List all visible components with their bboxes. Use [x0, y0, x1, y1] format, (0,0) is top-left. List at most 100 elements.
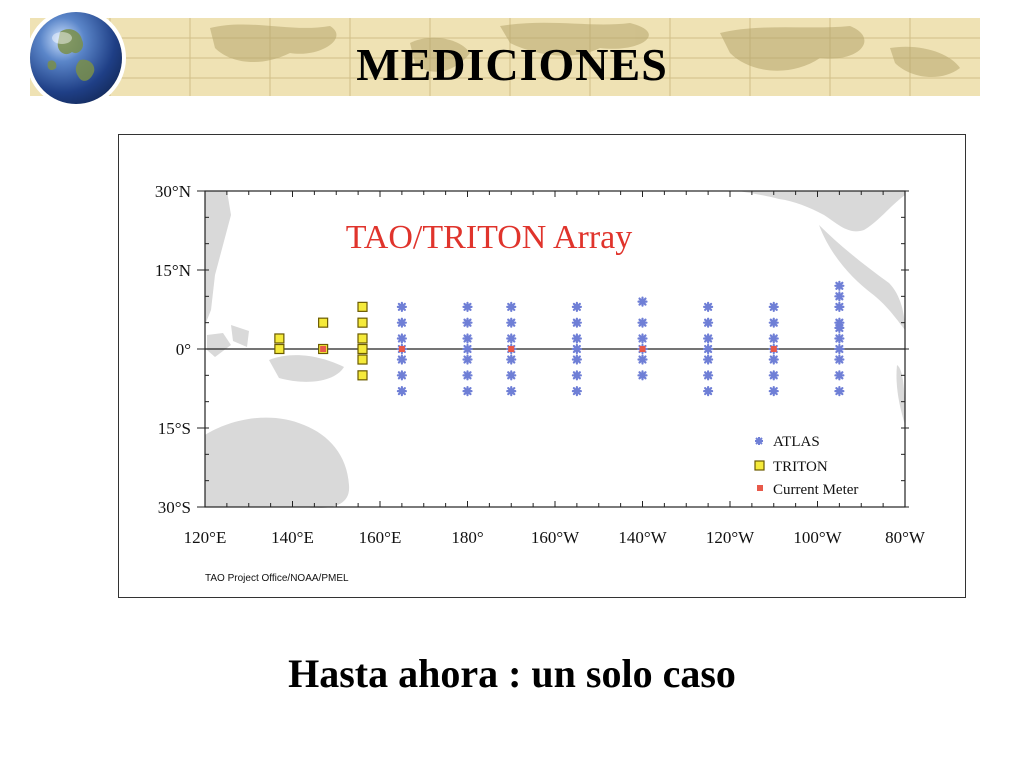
legend-label-triton: TRITON — [773, 459, 828, 475]
triton-buoy — [357, 317, 368, 328]
atlas-buoy — [768, 386, 779, 397]
atlas-buoy — [703, 333, 714, 344]
lon-tick-label: 160°W — [531, 528, 580, 547]
atlas-buoy — [506, 370, 517, 381]
triton-buoy — [357, 370, 368, 381]
atlas-buoy — [571, 343, 582, 355]
current-meter-marker-icon — [757, 485, 763, 491]
atlas-buoy — [462, 333, 473, 344]
atlas-buoy — [703, 317, 714, 328]
atlas-buoy — [396, 354, 407, 365]
atlas-buoy — [834, 370, 845, 381]
atlas-buoy — [834, 280, 845, 291]
philippines-island — [231, 325, 249, 347]
south-america — [896, 365, 905, 425]
legend-item-atlas: ATLAS — [755, 434, 820, 450]
australia — [205, 417, 350, 508]
lon-tick-label: 140°E — [271, 528, 314, 547]
tao-triton-map: 120°E 140°E 160°E 180° 160°W 140°W 120°W 100°W 8… — [155, 182, 926, 584]
current-meter — [770, 346, 777, 352]
atlas-buoy — [571, 386, 582, 397]
lon-tick-label: 120°W — [706, 528, 755, 547]
lon-tick-label: 100°W — [793, 528, 842, 547]
atlas-buoys — [396, 280, 845, 397]
atlas-buoy — [571, 333, 582, 344]
lat-tick-label: 15°N — [155, 261, 191, 280]
atlas-buoy — [703, 301, 714, 312]
triton-buoy — [357, 354, 368, 365]
legend-item-current-meter: Current Meter — [757, 482, 858, 498]
atlas-buoy — [703, 370, 714, 381]
atlas-buoy — [768, 317, 779, 328]
slide-caption: Hasta ahora : un solo caso — [288, 651, 736, 696]
atlas-buoy — [571, 301, 582, 312]
legend-label-current-meter: Current Meter — [773, 482, 858, 498]
atlas-buoy — [703, 354, 714, 365]
current-meter — [639, 346, 646, 352]
slide-title: MEDICIONES — [356, 39, 668, 90]
lat-tick-label: 30°N — [155, 182, 191, 201]
current-meter — [398, 346, 405, 352]
atlas-buoy — [462, 354, 473, 365]
atlas-buoy — [396, 386, 407, 397]
atlas-buoy — [834, 343, 845, 355]
triton-buoy — [357, 333, 368, 344]
atlas-buoy — [834, 301, 845, 312]
lon-tick-label: 160°E — [359, 528, 402, 547]
atlas-buoy — [506, 354, 517, 365]
current-meter — [320, 346, 327, 352]
globe-icon — [30, 12, 122, 104]
atlas-buoy — [637, 370, 648, 381]
triton-buoy — [357, 343, 368, 355]
lat-tick-label: 30°S — [158, 498, 191, 517]
atlas-buoy — [571, 370, 582, 381]
atlas-buoy — [506, 386, 517, 397]
indonesia-island — [207, 333, 231, 357]
atlas-buoy — [462, 343, 473, 355]
legend-item-triton: TRITON — [754, 459, 828, 475]
triton-buoy — [318, 317, 329, 328]
atlas-buoy — [396, 333, 407, 344]
atlas-buoy — [506, 333, 517, 344]
atlas-buoy — [834, 386, 845, 397]
atlas-buoy — [396, 301, 407, 312]
atlas-buoy — [462, 370, 473, 381]
triton-marker-icon — [754, 460, 765, 471]
atlas-buoy — [506, 301, 517, 312]
atlas-buoy — [396, 370, 407, 381]
triton-buoy — [357, 301, 368, 312]
triton-buoy — [274, 343, 285, 355]
land-masses — [205, 191, 905, 508]
atlas-buoy — [396, 317, 407, 328]
atlas-buoy — [637, 296, 648, 307]
atlas-buoy — [834, 354, 845, 365]
atlas-buoy — [637, 333, 648, 344]
atlas-buoy — [834, 291, 845, 302]
atlas-buoy — [462, 301, 473, 312]
tao-triton-map-figure: 120°E 140°E 160°E 180° 160°W 140°W 120°W 100°W 8… — [118, 134, 966, 598]
north-america — [739, 191, 905, 232]
atlas-buoy — [506, 317, 517, 328]
map-title: TAO/TRITON Array — [346, 219, 633, 256]
atlas-buoy — [571, 317, 582, 328]
triton-buoy — [274, 333, 285, 344]
current-meters — [320, 346, 777, 352]
map-credit: TAO Project Office/NOAA/PMEL — [205, 573, 349, 584]
atlas-buoy — [834, 322, 845, 334]
atlas-buoy — [571, 354, 582, 365]
atlas-buoy — [462, 386, 473, 397]
lat-tick-label: 15°S — [158, 419, 191, 438]
atlas-buoy — [768, 370, 779, 381]
banner-map-background — [30, 18, 980, 96]
atlas-buoy — [703, 343, 714, 355]
lon-tick-label: 180° — [451, 528, 483, 547]
asia-coast — [205, 191, 231, 325]
axis-labels: 120°E 140°E 160°E 180° 160°W 140°W 120°W 100°W 8… — [155, 182, 926, 547]
atlas-buoy — [768, 354, 779, 365]
title-banner — [30, 18, 980, 96]
atlas-marker-icon — [755, 437, 763, 445]
atlas-buoy — [637, 317, 648, 328]
atlas-buoy — [834, 333, 845, 344]
atlas-buoy — [768, 333, 779, 344]
atlas-buoy — [637, 354, 648, 365]
